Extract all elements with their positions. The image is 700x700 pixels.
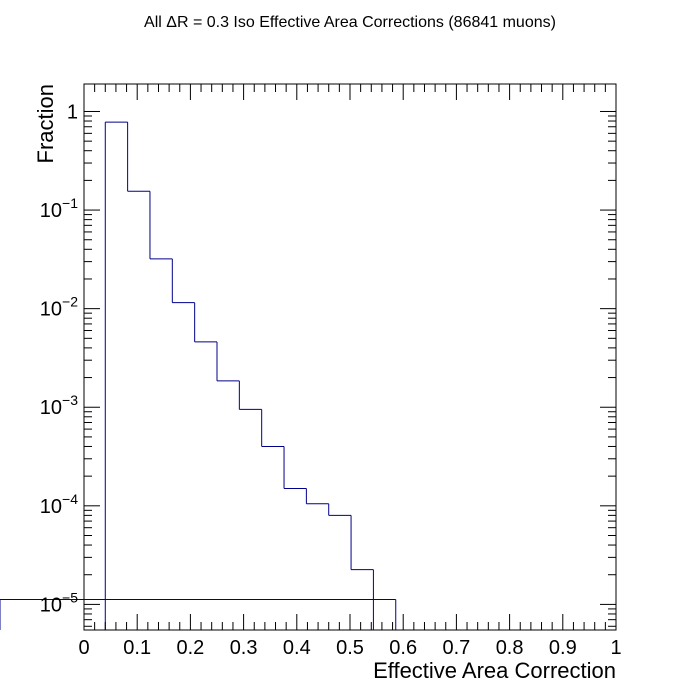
histogram-bin [216,341,240,382]
x-tick-label: 0.1 [123,637,151,659]
x-tick-label: 0.8 [496,637,524,659]
histogram-bin [171,258,195,304]
y-tick-label: 10−3 [40,392,78,419]
x-tick-label: 0 [78,637,89,659]
histogram-bin [328,503,352,516]
histogram-bin [261,409,285,447]
y-tick-label: 10−5 [40,589,78,616]
x-tick-label: 0.6 [389,637,417,659]
histogram-bin [194,302,217,343]
histogram-bin [127,122,150,192]
x-axis-label: Effective Area Correction [373,658,616,683]
plot-frame [83,83,617,631]
histogram-bin [350,515,374,571]
x-tick-label: 0.2 [176,637,204,659]
x-tick-label: 0.4 [283,637,311,659]
histogram-bin [305,488,329,505]
chart-title: All ΔR = 0.3 Iso Effective Area Correcti… [144,14,556,31]
x-axis-ticks: 0 0.1 0.2 0.3 0.4 0.5 0.6 0.7 0.8 0.9 1 [78,84,622,659]
y-axis-ticks: 1 10−1 10−2 10−3 10−4 10−5 [40,101,616,627]
x-tick-label: 0.9 [549,637,577,659]
histogram-layer [0,121,397,630]
y-tick-label: 10−4 [40,491,78,518]
y-tick-label: 1 [67,101,78,123]
x-tick-label: 1 [610,637,621,659]
histogram-bin [283,446,307,489]
x-tick-label: 0.7 [442,637,470,659]
histogram-bin [149,191,173,260]
y-tick-label: 10−1 [40,195,78,222]
histogram-bin [0,599,397,630]
x-tick-label: 0.3 [230,637,258,659]
y-axis-label: Fraction [33,84,58,163]
y-tick-label: 10−2 [40,294,78,321]
histogram-bin [104,121,128,630]
histogram-bin [238,380,262,410]
x-tick-label: 0.5 [336,637,364,659]
